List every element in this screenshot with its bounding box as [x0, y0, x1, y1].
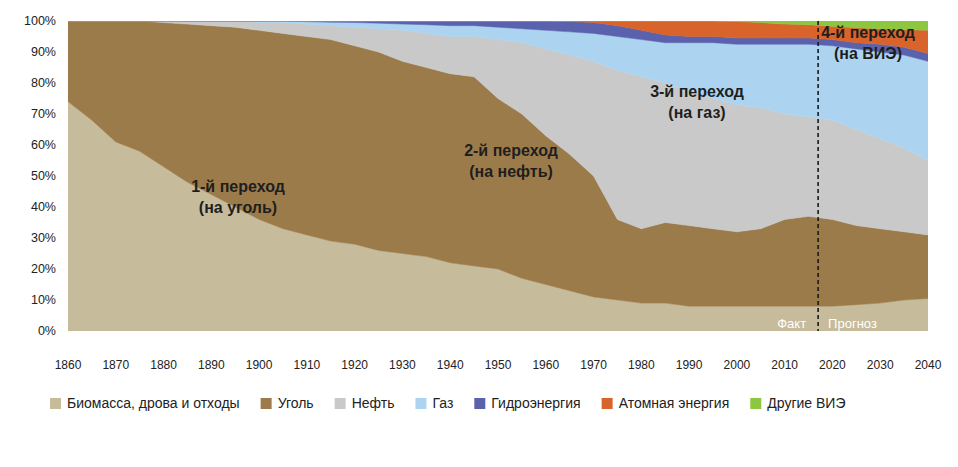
- x-tick-label: 1970: [580, 358, 607, 372]
- annotation: 4-й переход: [821, 24, 915, 41]
- legend-label: Гидроэнергия: [491, 395, 580, 411]
- legend: Биомасса, дрова и отходы Уголь Нефть Газ Гид…: [50, 395, 845, 411]
- x-tick-label: 1940: [437, 358, 464, 372]
- y-tick-label: 0%: [38, 324, 56, 338]
- y-tick-label: 30%: [31, 231, 56, 245]
- x-tick-label: 1860: [55, 358, 82, 372]
- legend-swatch: [750, 398, 761, 409]
- legend-label: Другие ВИЭ: [767, 395, 845, 411]
- area: [68, 21, 928, 235]
- x-tick-label: 1980: [628, 358, 655, 372]
- legend-label: Атомная энергия: [619, 395, 730, 411]
- forecast-label: Прогноз: [828, 316, 877, 331]
- annotation: 2-й переход: [464, 142, 558, 159]
- x-tick-label: 1900: [246, 358, 273, 372]
- area: [68, 21, 928, 54]
- x-tick-label: 2010: [771, 358, 798, 372]
- annotation: (на нефть): [469, 163, 553, 180]
- y-tick-label: 40%: [31, 200, 56, 214]
- y-tick-label: 20%: [31, 262, 56, 276]
- legend-label: Уголь: [278, 395, 314, 411]
- plot-area: [68, 21, 928, 331]
- x-tick-label: 1960: [532, 358, 559, 372]
- legend-label: Биомасса, дрова и отходы: [67, 395, 240, 411]
- x-tick-label: 2020: [819, 358, 846, 372]
- chart: 0% 10% 20% 30% 40% 50% 60% 70% 80% 90% 100% 1860 187…: [0, 0, 958, 467]
- annotation: (на уголь): [199, 199, 277, 216]
- y-tick-label: 10%: [31, 293, 56, 307]
- legend-label: Газ: [432, 395, 453, 411]
- x-tick-label: 1880: [150, 358, 177, 372]
- x-tick-label: 2040: [915, 358, 942, 372]
- legend-swatch: [335, 398, 346, 409]
- annotation: 1-й переход: [191, 178, 285, 195]
- x-tick-label: 1990: [676, 358, 703, 372]
- legend-swatch: [474, 398, 485, 409]
- y-tick-label: 100%: [24, 14, 56, 28]
- annotation: (на газ): [668, 104, 725, 121]
- x-tick-label: 1890: [198, 358, 225, 372]
- area: [68, 21, 928, 30]
- legend-swatch: [602, 398, 613, 409]
- x-tick-label: 1910: [294, 358, 321, 372]
- annotation: 3-й переход: [650, 83, 744, 100]
- y-tick-label: 50%: [31, 169, 56, 183]
- x-tick-label: 2030: [867, 358, 894, 372]
- area: [68, 21, 928, 306]
- x-tick-label: 2000: [724, 358, 751, 372]
- fact-label: Факт: [777, 316, 806, 331]
- x-tick-label: 1870: [102, 358, 129, 372]
- y-tick-label: 90%: [31, 45, 56, 59]
- forecast-divider: [817, 21, 819, 331]
- legend-swatch: [415, 398, 426, 409]
- x-tick-label: 1920: [341, 358, 368, 372]
- area: [68, 21, 928, 161]
- x-tick-label: 1930: [389, 358, 416, 372]
- x-tick-label: 1950: [485, 358, 512, 372]
- legend-label: Нефть: [352, 395, 395, 411]
- legend-swatch: [50, 398, 61, 409]
- y-tick-label: 60%: [31, 138, 56, 152]
- area: [68, 21, 928, 61]
- y-tick-label: 70%: [31, 107, 56, 121]
- y-tick-label: 80%: [31, 76, 56, 90]
- annotation: (на ВИЭ): [834, 45, 902, 62]
- legend-swatch: [261, 398, 272, 409]
